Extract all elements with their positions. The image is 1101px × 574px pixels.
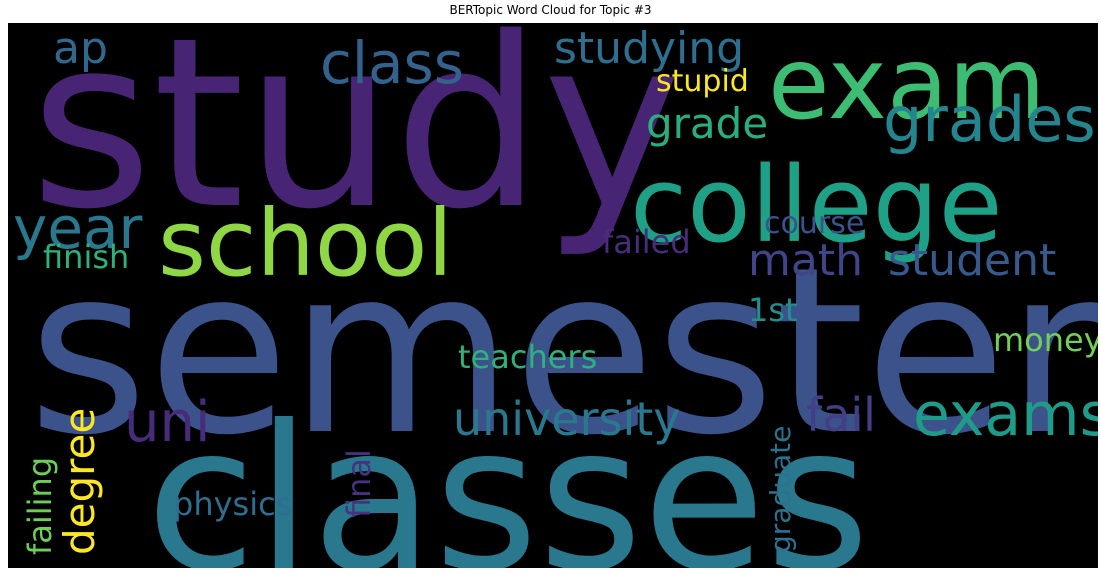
word-year: year [13,194,143,262]
word-failed: failed [602,223,691,261]
word-finish: finish [43,238,129,276]
word-classes: classes [146,383,870,568]
word-final: final [340,449,378,518]
word-student: student [888,235,1056,286]
word-cloud-panel: study semester classes exam college school cla… [8,23,1098,568]
word-ap: ap [53,23,108,74]
chart-title: BERTopic Word Cloud for Topic #3 [449,3,652,17]
word-degree: degree [55,408,104,555]
word-university: university [453,392,681,446]
word-teachers: teachers [458,338,597,376]
word-grades: grades [883,83,1096,156]
word-exam: exam [768,25,1046,142]
word-exams: exams [913,380,1098,450]
word-grade: grade [646,99,768,148]
word-class: class [320,29,464,97]
word-math: math [748,235,863,286]
word-stupid: stupid [656,64,749,99]
word-studying: studying [554,23,744,74]
word-college: college [630,144,1003,266]
word-fail: fail [806,388,876,442]
word-school: school [158,190,453,297]
word-failing: failing [21,457,59,555]
word-graduate: graduate [764,426,797,553]
word-study: study [30,23,682,261]
word-1st: 1st [748,291,798,329]
word-physics: physics [173,485,292,523]
word-course: course [764,206,864,241]
word-uni: uni [124,390,211,455]
word-semester: semester [28,219,1098,486]
word-money: money [993,321,1098,359]
